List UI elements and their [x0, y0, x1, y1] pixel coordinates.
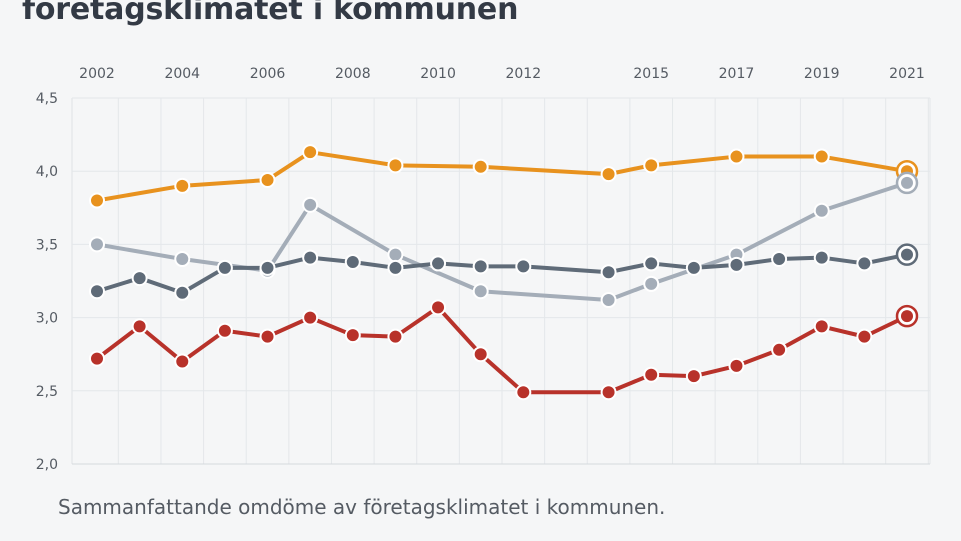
- data-point[interactable]: [728, 357, 745, 374]
- data-point[interactable]: [89, 350, 105, 367]
- data-point[interactable]: [643, 275, 660, 292]
- grid: [71, 97, 931, 465]
- x-tick-label: 2004: [164, 66, 200, 82]
- data-point[interactable]: [901, 248, 913, 261]
- data-point[interactable]: [813, 148, 830, 165]
- x-axis: 2002 2004 2006 2008 2010 2012 2015 2017 2019 2021: [79, 66, 925, 82]
- data-point[interactable]: [174, 353, 191, 370]
- data-point[interactable]: [344, 253, 361, 270]
- data-point[interactable]: [302, 144, 319, 161]
- data-point[interactable]: [728, 256, 745, 273]
- data-point[interactable]: [259, 328, 276, 345]
- chart-caption: Sammanfattande omdöme av företagsklimate…: [58, 495, 666, 519]
- data-point[interactable]: [643, 366, 660, 383]
- data-point[interactable]: [515, 258, 532, 275]
- data-point[interactable]: [813, 202, 830, 219]
- data-point[interactable]: [302, 196, 319, 213]
- chart-title: företagsklimatet i kommunen: [22, 0, 519, 27]
- y-tick-label: 2,5: [36, 384, 58, 400]
- data-point[interactable]: [600, 292, 617, 309]
- data-point[interactable]: [387, 259, 404, 276]
- data-point[interactable]: [344, 327, 361, 344]
- data-point[interactable]: [901, 310, 913, 323]
- data-point[interactable]: [643, 157, 660, 174]
- x-tick-label: 2002: [79, 66, 115, 82]
- data-point[interactable]: [387, 328, 404, 345]
- data-point[interactable]: [685, 259, 702, 276]
- data-point[interactable]: [472, 346, 489, 363]
- data-point[interactable]: [901, 176, 913, 189]
- x-tick-label: 2006: [250, 66, 286, 82]
- x-tick-label: 2017: [719, 66, 755, 82]
- data-point[interactable]: [174, 177, 191, 194]
- x-tick-label: 2012: [505, 66, 541, 82]
- data-point[interactable]: [387, 157, 404, 174]
- data-point[interactable]: [89, 283, 105, 300]
- y-tick-label: 3,5: [36, 237, 58, 253]
- x-tick-label: 2015: [633, 66, 669, 82]
- data-point[interactable]: [302, 249, 319, 266]
- series-points: [89, 144, 919, 401]
- data-point[interactable]: [174, 284, 191, 301]
- data-point[interactable]: [856, 328, 873, 345]
- data-point[interactable]: [771, 341, 788, 358]
- data-point[interactable]: [302, 309, 319, 326]
- y-axis: 2,0 2,5 3,0 3,5 4,0 4,5: [36, 91, 58, 473]
- data-point[interactable]: [259, 171, 276, 188]
- data-point[interactable]: [600, 384, 617, 401]
- data-point[interactable]: [856, 255, 873, 272]
- data-point[interactable]: [387, 246, 404, 263]
- data-point[interactable]: [685, 368, 702, 385]
- x-tick-label: 2010: [420, 66, 456, 82]
- data-point[interactable]: [515, 384, 532, 401]
- x-tick-label: 2008: [335, 66, 371, 82]
- y-tick-label: 2,0: [36, 457, 58, 473]
- y-tick-label: 4,5: [36, 91, 58, 107]
- data-point[interactable]: [728, 148, 745, 165]
- data-point[interactable]: [131, 318, 148, 335]
- y-tick-label: 4,0: [36, 164, 58, 180]
- data-point[interactable]: [771, 251, 788, 268]
- data-point[interactable]: [600, 264, 617, 281]
- y-tick-label: 3,0: [36, 311, 58, 327]
- data-point[interactable]: [430, 299, 447, 316]
- data-point[interactable]: [259, 259, 276, 276]
- data-point[interactable]: [174, 251, 191, 268]
- data-point[interactable]: [216, 322, 233, 339]
- data-point[interactable]: [813, 318, 830, 335]
- x-tick-label: 2021: [889, 66, 925, 82]
- data-point[interactable]: [216, 259, 233, 276]
- data-point[interactable]: [472, 158, 489, 175]
- data-point[interactable]: [89, 192, 105, 209]
- data-point[interactable]: [472, 258, 489, 275]
- data-point[interactable]: [813, 249, 830, 266]
- data-point[interactable]: [600, 166, 617, 183]
- data-point[interactable]: [131, 270, 148, 287]
- data-point[interactable]: [89, 236, 105, 253]
- data-point[interactable]: [472, 283, 489, 300]
- data-point[interactable]: [643, 255, 660, 272]
- data-point[interactable]: [430, 255, 447, 272]
- x-tick-label: 2019: [804, 66, 840, 82]
